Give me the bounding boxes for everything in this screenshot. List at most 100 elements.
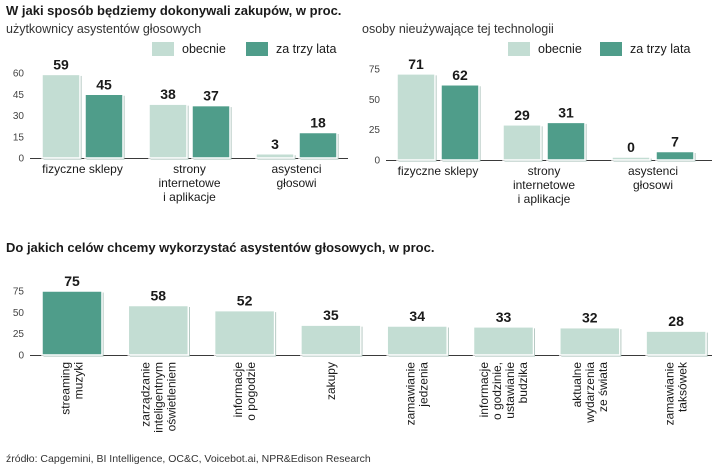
c3-value-label: 28: [668, 313, 684, 329]
c2-bar: [396, 73, 436, 161]
c3-value-label: 33: [496, 309, 512, 325]
c3-value-label: 34: [409, 308, 425, 324]
c3-bar: [41, 290, 103, 356]
c3-value-label: 32: [582, 310, 598, 326]
c2-bar: [546, 121, 586, 161]
c3-bar: [300, 324, 362, 356]
c1-legend-label: za trzy lata: [276, 42, 336, 56]
c2-ytick-label: 25: [369, 125, 381, 136]
c3-value-label: 75: [64, 273, 80, 289]
c2-legend-label: za trzy lata: [630, 42, 690, 56]
c2-legend-swatch: [508, 42, 530, 56]
c1-category-label: internetowe: [158, 176, 220, 190]
c3-category-label: ustawianie: [503, 362, 517, 419]
c1-bar: [148, 103, 188, 159]
c1-value-label: 59: [53, 56, 69, 72]
c2-bar: [502, 124, 542, 161]
c3-bar: [127, 304, 190, 356]
c3-value-label: 52: [237, 293, 253, 309]
c1-legend-swatch: [246, 42, 268, 56]
c2-ytick-label: 0: [374, 156, 380, 167]
c3-bar: [559, 326, 621, 356]
c3-category-label: inteligentnym: [151, 362, 165, 433]
c3-ytick-label: 0: [18, 351, 24, 362]
c2-category-label: internetowe: [513, 178, 575, 192]
c1-bar: [255, 153, 295, 159]
c1-category-label: fizyczne sklepy: [42, 162, 123, 176]
c1-bar: [298, 131, 338, 159]
c1-legend-swatch: [152, 42, 174, 56]
c3-category-label: zamawianie: [404, 362, 418, 426]
c1-ytick-label: 30: [13, 111, 25, 122]
c2-category-label: fizyczne sklepy: [398, 164, 479, 178]
c1-ytick-label: 45: [13, 90, 25, 101]
c1-ytick-label: 0: [18, 154, 24, 165]
c1-category-label: strony: [173, 162, 206, 176]
c2-value-label: 62: [452, 67, 468, 83]
chart-non-users: osoby nieużywające tej technologii obecni…: [362, 22, 712, 206]
source-note: źródło: Capgemini, BI Intelligence, OC&C…: [6, 453, 371, 465]
c3-category-label: jedzenia: [417, 362, 431, 408]
c1-ytick-label: 15: [13, 132, 25, 143]
c2-value-label: 31: [558, 104, 574, 120]
c3-value-label: 58: [151, 288, 167, 304]
c1-value-label: 18: [310, 115, 326, 131]
c2-bar: [440, 84, 480, 161]
c2-ytick-label: 75: [369, 65, 381, 76]
c2-value-label: 7: [671, 134, 679, 150]
c2-bar: [611, 156, 651, 161]
c2-category-label: i aplikacje: [518, 192, 571, 206]
c3-ytick-label: 75: [13, 287, 25, 298]
c2-legend-label: obecnie: [538, 42, 582, 56]
c2-value-label: 29: [514, 107, 530, 123]
section-2-title: Do jakich celów chcemy wykorzystać asyst…: [6, 240, 434, 255]
c2-subtitle: osoby nieużywające tej technologii: [362, 22, 554, 36]
chart-voice-assistant-uses: 0 25 50 75 75 streaming muzyki 58 zarządzanie int…: [13, 273, 712, 433]
c3-category-label: ze świata: [596, 362, 610, 412]
c2-category-label: asystenci: [628, 164, 678, 178]
c3-category-label: o godzinie,: [490, 362, 504, 420]
c1-subtitle: użytkownicy asystentów głosowych: [6, 22, 201, 36]
c2-ytick-label: 50: [369, 95, 381, 106]
c3-bar: [213, 309, 276, 356]
c1-category-label: głosowi: [276, 176, 316, 190]
c3-bar: [472, 326, 535, 356]
c2-bar: [655, 150, 695, 161]
c3-category-label: streaming: [59, 362, 73, 415]
c3-category-label: aktualne: [570, 362, 584, 408]
c3-value-label: 35: [323, 307, 339, 323]
c1-value-label: 45: [96, 76, 112, 92]
section-1-title: W jaki sposób będziemy dokonywali zakupó…: [6, 3, 341, 18]
c3-category-label: o pogodzie: [244, 362, 258, 421]
c3-category-label: zarządzanie: [138, 362, 152, 427]
c1-bar: [84, 93, 124, 159]
c3-category-label: oświetleniem: [164, 362, 178, 431]
c2-value-label: 71: [408, 56, 424, 72]
c3-bar: [386, 325, 448, 356]
c3-category-label: wydarzenia: [583, 362, 597, 424]
c1-value-label: 37: [203, 88, 219, 104]
c3-category-label: zakupy: [324, 362, 338, 400]
c2-category-label: strony: [528, 164, 561, 178]
c3-category-label: zamawianie: [663, 362, 677, 426]
c3-category-label: informacje: [231, 362, 245, 418]
c1-value-label: 3: [271, 136, 279, 152]
c2-legend-swatch: [600, 42, 622, 56]
c2-category-label: głosowi: [633, 178, 673, 192]
c3-ytick-label: 50: [13, 308, 25, 319]
c1-legend-label: obecnie: [182, 42, 226, 56]
c1-ytick-label: 60: [13, 69, 25, 80]
c3-category-label: budzika: [516, 362, 530, 404]
c1-bar: [41, 73, 81, 159]
c3-ytick-label: 25: [13, 329, 25, 340]
c3-category-label: informacje: [477, 362, 491, 418]
c3-category-label: taksówek: [676, 361, 690, 412]
chart-voice-assistant-users: użytkownicy asystentów głosowych obecnie z…: [6, 22, 348, 204]
c2-value-label: 0: [627, 139, 635, 155]
c1-value-label: 38: [160, 86, 176, 102]
c1-bar: [191, 104, 231, 159]
c1-category-label: asystenci: [271, 162, 321, 176]
c3-bar: [645, 330, 707, 356]
c3-category-label: muzyki: [72, 362, 86, 399]
